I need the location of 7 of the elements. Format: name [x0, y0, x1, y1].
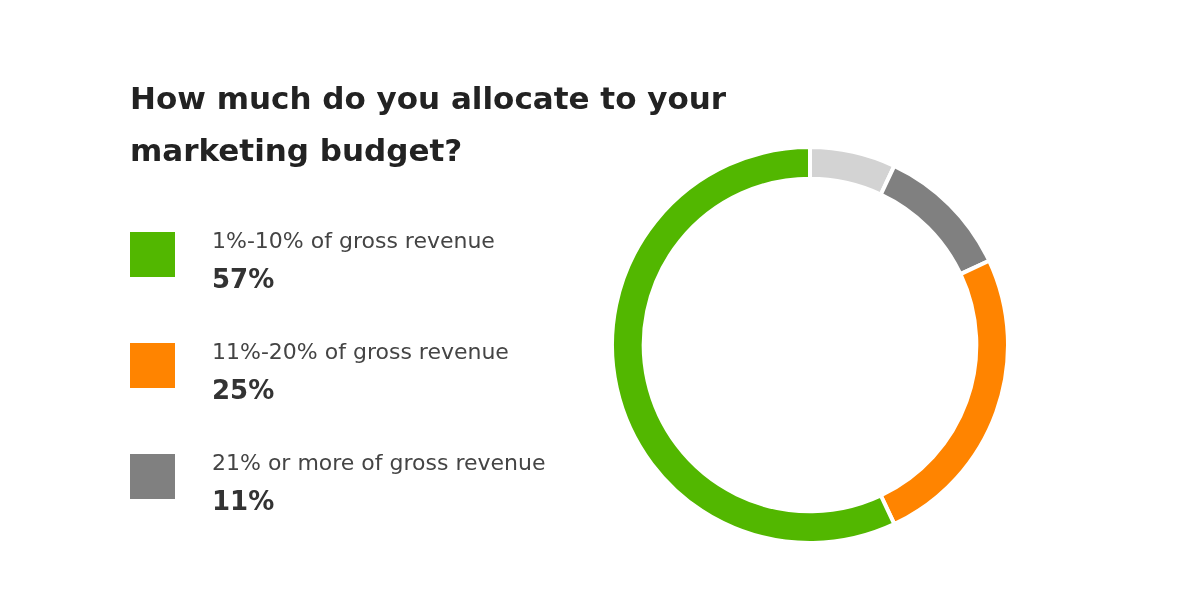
chart-title: How much do you allocate to your marketing budget?	[130, 79, 728, 170]
legend-label: 1%-10% of gross revenue	[212, 228, 495, 253]
legend-label: 21% or more of gross revenue	[212, 450, 546, 475]
data-label: 11%	[212, 486, 275, 516]
data-label: 25%	[212, 375, 275, 405]
legend-label: 11%-20% of gross revenue	[212, 339, 509, 364]
data-label: 57%	[212, 264, 275, 294]
